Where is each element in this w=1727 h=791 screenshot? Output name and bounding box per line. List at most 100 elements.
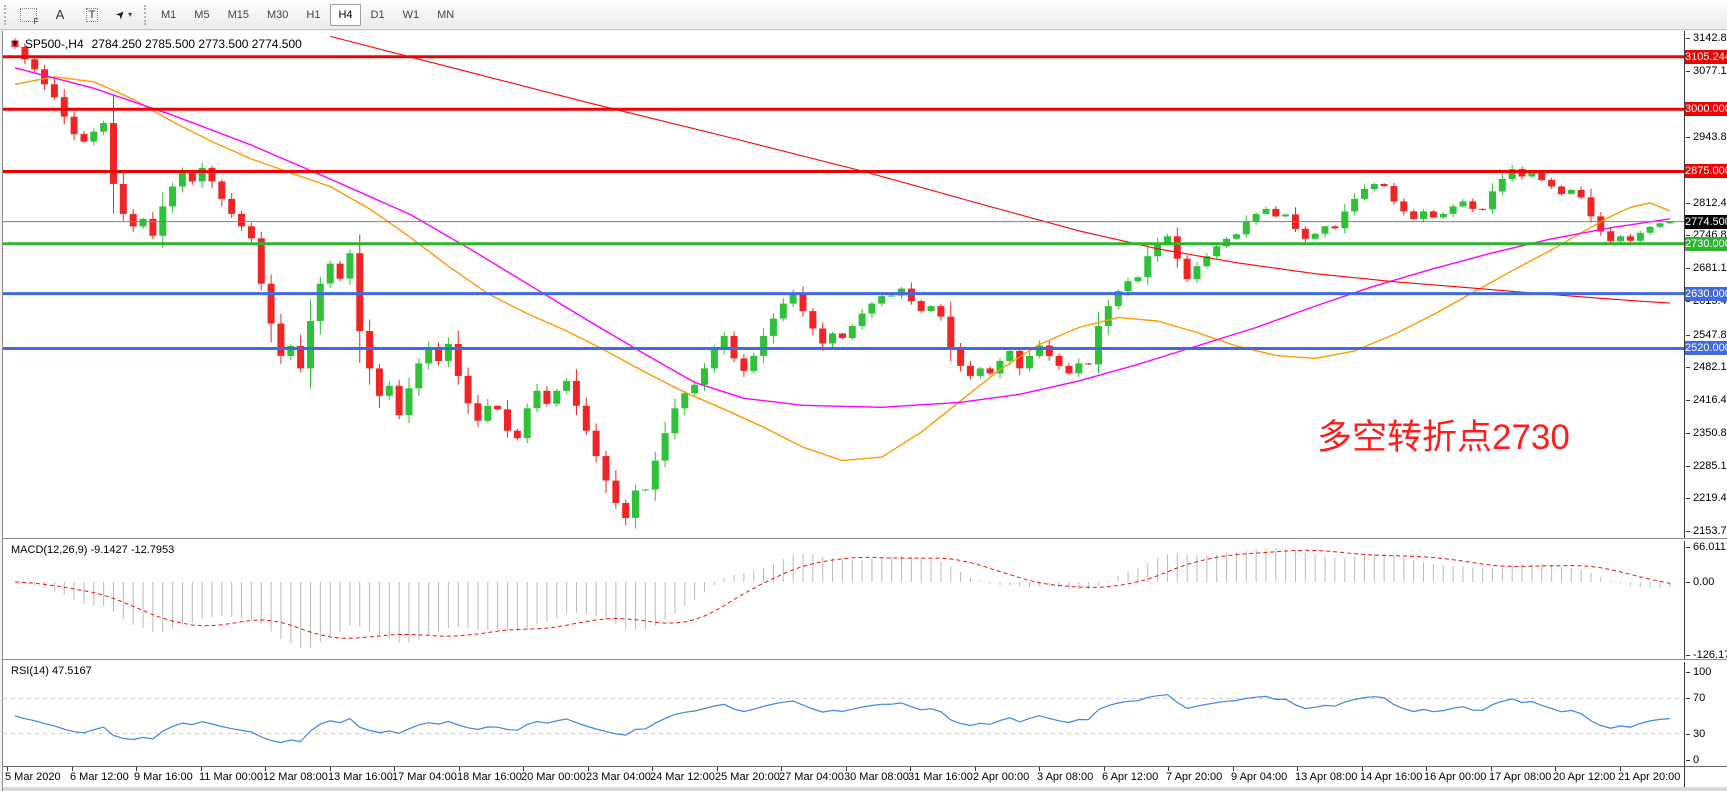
candle-body: [277, 323, 285, 356]
candle-body: [50, 84, 58, 98]
candle-body: [927, 306, 935, 312]
time-axis-label: 25 Mar 20:00: [715, 771, 780, 783]
draw-tools-button[interactable]: ➤ ▾: [108, 4, 140, 26]
price-tick: [1686, 268, 1690, 269]
candle-body: [1400, 201, 1408, 212]
price-tick-label: 3077.150: [1693, 65, 1727, 77]
rsi-panel-canvas[interactable]: [3, 661, 1684, 766]
time-tick: [136, 767, 137, 771]
timeframe-button-m15[interactable]: M15: [227, 8, 249, 21]
candle-body: [464, 375, 472, 404]
candle-body: [307, 321, 314, 369]
candle-body: [1577, 189, 1585, 198]
time-axis-label: 18 Mar 16:00: [457, 771, 522, 783]
text-tool-button[interactable]: T: [76, 4, 108, 26]
price-tick-label: 2943.820: [1693, 131, 1727, 143]
price-tick-label: 2812.480: [1693, 197, 1727, 209]
timeframe-button-w1[interactable]: W1: [402, 8, 420, 21]
timeframe-button-m1[interactable]: M1: [161, 8, 177, 21]
candle-body: [484, 405, 492, 421]
candle-body: [1597, 216, 1605, 232]
candle-body: [425, 348, 433, 364]
timeframe-button-mn[interactable]: MN: [437, 8, 455, 21]
rsi-axis-label: 70: [1693, 692, 1706, 704]
candle-body: [976, 368, 984, 376]
candle-body: [316, 283, 324, 322]
candle-body: [346, 253, 354, 279]
candle-body: [1617, 236, 1624, 242]
candle-body: [661, 433, 669, 461]
macd-panel-canvas[interactable]: [3, 540, 1684, 659]
candle-body: [31, 59, 39, 70]
panel-splitter[interactable]: [3, 538, 1727, 541]
candle-body: [1144, 256, 1152, 278]
timeframe-button-h4[interactable]: H4: [330, 3, 361, 26]
candle-body: [612, 480, 620, 503]
candle-body: [1538, 172, 1546, 180]
price-tick: [1686, 235, 1690, 236]
price-tick-label: 2547.810: [1693, 329, 1727, 341]
candle-body: [287, 346, 295, 356]
candle-body: [375, 368, 383, 396]
price-chart-canvas[interactable]: [3, 31, 1684, 538]
time-axis-label: 5 Mar 2020: [5, 771, 61, 783]
candle-body: [1085, 363, 1093, 365]
price-tick: [1686, 137, 1690, 138]
candle-body: [1341, 211, 1349, 229]
time-tick: [1426, 767, 1427, 771]
time-axis-label: 11 Mar 00:00: [199, 771, 264, 783]
candle-body: [592, 430, 600, 457]
price-tick: [1686, 301, 1690, 302]
timeframe-button-d1[interactable]: D1: [370, 8, 385, 21]
current-price-badge: 2774.500: [1685, 215, 1727, 229]
time-axis-label: 31 Mar 16:00: [908, 771, 973, 783]
toolbar-grip[interactable]: [144, 4, 146, 25]
price-tick-label: 2350.800: [1693, 427, 1727, 439]
candle-body: [632, 490, 639, 518]
candle-body: [1193, 266, 1201, 280]
macd-tick: [1686, 655, 1690, 656]
toolbar-grip[interactable]: [4, 4, 6, 25]
price-level-badge: 2875.000: [1685, 164, 1727, 178]
candle-body: [218, 181, 226, 199]
time-axis-label: 16 Apr 00:00: [1424, 771, 1487, 783]
candle-body: [1173, 236, 1181, 259]
price-tick: [1686, 203, 1690, 204]
candle-body: [1370, 184, 1378, 189]
chart-shift-button[interactable]: F: [12, 4, 44, 26]
rsi-tick: [1686, 760, 1690, 761]
candle-body: [110, 123, 117, 184]
timeframe-button-h1[interactable]: H1: [306, 8, 321, 21]
panel-splitter[interactable]: [3, 659, 1727, 662]
toolbar: F A T ➤ ▾ M1 M5 M15 M30 H1 H4 D1 W1 MN: [0, 0, 1727, 30]
font-tool-button[interactable]: A: [44, 4, 76, 26]
time-axis-label: 9 Mar 16:00: [134, 771, 193, 783]
candle-body: [1380, 184, 1388, 186]
candle-body: [444, 344, 452, 361]
candle-body: [1528, 172, 1536, 177]
time-tick: [781, 767, 782, 771]
candle-body: [1183, 258, 1191, 280]
candle-body: [1026, 355, 1033, 369]
candle-body: [474, 403, 482, 421]
candle-body: [1104, 306, 1112, 326]
candle-body: [70, 116, 78, 135]
candle-body: [996, 360, 1004, 374]
symbol-dropdown-icon[interactable]: ▼: [11, 39, 19, 48]
candle-body: [494, 405, 502, 410]
candle-body: [149, 218, 157, 236]
rsi-indicator-label: RSI(14) 47.5167: [11, 665, 92, 677]
time-axis-label: 6 Mar 12:00: [70, 771, 129, 783]
candle-body: [1390, 186, 1398, 202]
time-axis-label: 3 Apr 08:00: [1037, 771, 1094, 783]
candle-body: [129, 213, 137, 227]
candle-body: [188, 171, 196, 182]
timeframe-button-m30[interactable]: M30: [266, 8, 289, 21]
candle-body: [710, 348, 718, 369]
ohlc-values: 2784.250 2785.500 2773.500 2774.500: [91, 37, 302, 51]
time-axis-label: 20 Mar 00:00: [521, 771, 586, 783]
timeframe-button-m5[interactable]: M5: [194, 8, 210, 21]
rsi-axis-label: 30: [1693, 728, 1706, 740]
price-tick: [1686, 38, 1690, 39]
symbol-header[interactable]: ▼ SP500-,H4 2784.250 2785.500 2773.500 277…: [11, 37, 302, 51]
